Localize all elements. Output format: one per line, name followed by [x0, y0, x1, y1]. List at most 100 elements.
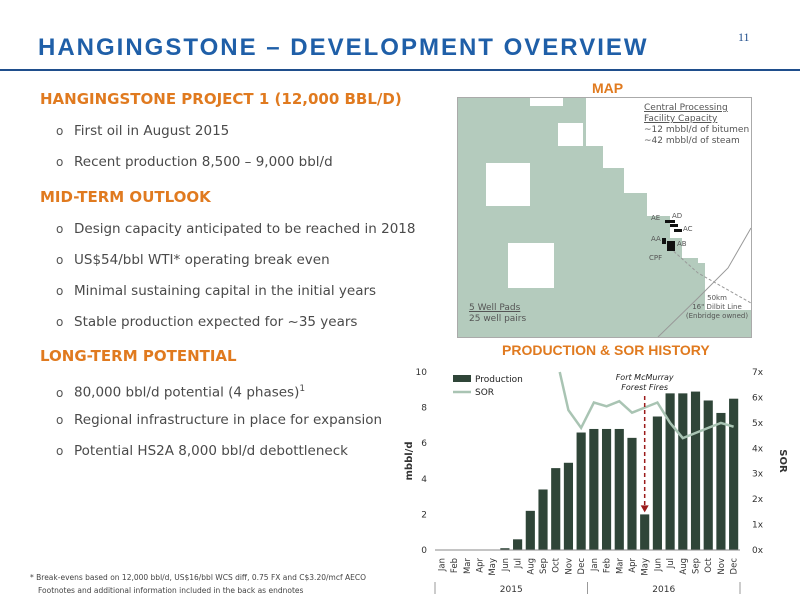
x-tick-label: May — [641, 558, 651, 576]
pipeline-owner: (Enbridge owned) — [685, 312, 749, 320]
cpf-building — [667, 241, 675, 251]
y2-axis-label: SOR — [777, 449, 788, 473]
production-bar — [627, 437, 637, 550]
list-item: o First oil in August 2015 — [56, 123, 230, 139]
list-item: o Regional infrastructure in place for ex… — [56, 412, 383, 428]
section-heading-longterm: LONG-TERM POTENTIAL — [40, 347, 237, 365]
production-bar — [551, 468, 561, 550]
x-tick-label: Jan — [437, 558, 447, 572]
x-tick-label: Jun — [653, 558, 663, 572]
pad-label-ad: AD — [672, 212, 683, 220]
x-tick-label: Feb — [450, 558, 460, 573]
y2-tick-label: 4x — [752, 444, 764, 454]
well-pad-ad — [670, 224, 678, 227]
cpf-capacity-steam: ~42 mbbl/d of steam — [644, 136, 740, 146]
section-heading-project: HANGINGSTONE PROJECT 1 (12,000 BBL/D) — [40, 90, 402, 108]
x-tick-label: Nov — [564, 558, 574, 575]
sor-line — [558, 371, 734, 440]
annotation-arrow-head — [640, 505, 649, 513]
y-tick-label: 10 — [416, 368, 428, 378]
x-tick-label: Sep — [539, 558, 549, 574]
legend-label-production: Production — [475, 375, 523, 385]
pad-label-ae: AE — [651, 214, 661, 222]
list-item: o US$54/bbl WTI* operating break even — [56, 252, 330, 268]
y2-tick-label: 0x — [752, 546, 764, 556]
x-tick-label: Jul — [666, 558, 676, 569]
production-bar — [538, 489, 548, 550]
x-tick-label: Jun — [501, 558, 511, 572]
footnote-breakeven: * Break-evens based on 12,000 bbl/d, US$… — [30, 573, 366, 582]
y-axis-label: mbbl/d — [404, 442, 415, 481]
page-number: 11 — [738, 30, 750, 44]
x-tick-label: Apr — [475, 558, 485, 573]
y-tick-label: 0 — [421, 546, 427, 556]
list-item: o Stable production expected for ~35 year… — [56, 314, 358, 330]
production-bar — [563, 462, 574, 550]
y-tick-label: 8 — [421, 404, 427, 414]
title-divider — [0, 69, 800, 71]
page-title: HANGINGSTONE – DEVELOPMENT OVERVIEW — [38, 34, 649, 61]
bullet-circle-icon: o — [56, 253, 64, 267]
production-bar — [576, 432, 586, 550]
pipeline-line-2 — [657, 227, 751, 337]
legend-swatch-production — [453, 375, 471, 382]
x-tick-label: Feb — [603, 558, 613, 573]
lease-block — [653, 258, 698, 300]
y2-tick-label: 1x — [752, 521, 764, 531]
production-bar — [614, 428, 624, 550]
bullet-list-midterm: o Design capacity anticipated to be reach… — [56, 220, 415, 344]
cpf-heading: Central Processing — [644, 103, 728, 113]
production-bar — [525, 510, 535, 550]
production-bar — [678, 393, 688, 550]
production-bar — [589, 428, 599, 550]
well-pads-heading: 5 Well Pads — [469, 303, 521, 313]
production-bar — [690, 391, 701, 550]
list-item: o 80,000 bbl/d potential (4 phases)1 — [56, 384, 306, 401]
production-bar — [703, 400, 713, 550]
x-tick-label: Aug — [526, 558, 536, 575]
footnote-ref: 1 — [299, 384, 306, 394]
year-label: 2015 — [500, 585, 523, 595]
y2-tick-label: 5x — [752, 419, 764, 429]
cpf-label: CPF — [649, 254, 663, 262]
x-tick-label: Dec — [577, 558, 587, 575]
annotation-label: Forest Fires — [621, 383, 668, 392]
well-pad-aa — [662, 238, 666, 244]
list-item: o Minimal sustaining capital in the initi… — [56, 283, 377, 299]
cpf-capacity-bitumen: ~12 mbbl/d of bitumen — [644, 125, 750, 135]
pipeline-type: 16" Dilbit Line — [692, 303, 742, 311]
year-label: 2016 — [652, 585, 675, 595]
y2-tick-label: 2x — [752, 495, 764, 505]
bullet-circle-icon: o — [56, 124, 64, 138]
bullet-circle-icon: o — [56, 315, 64, 329]
bullet-circle-icon: o — [56, 385, 64, 400]
y2-tick-label: 3x — [752, 470, 764, 480]
y-tick-label: 6 — [421, 439, 427, 449]
bullet-list-project: o First oil in August 2015 o Recent produc… — [56, 122, 333, 184]
x-tick-label: Jan — [590, 558, 600, 572]
production-bar — [716, 412, 726, 550]
x-tick-label: Aug — [679, 558, 689, 575]
pad-label-ab: AB — [677, 240, 687, 248]
x-tick-label: Sep — [692, 558, 702, 574]
legend-label-sor: SOR — [475, 388, 494, 398]
x-tick-label: Oct — [552, 557, 562, 572]
bullet-circle-icon: o — [56, 222, 64, 236]
y-tick-label: 4 — [421, 475, 427, 485]
production-bar — [665, 393, 675, 550]
production-bar — [652, 416, 662, 550]
x-tick-label: Mar — [615, 558, 625, 575]
y2-tick-label: 7x — [752, 368, 764, 378]
y2-tick-label: 6x — [752, 393, 764, 403]
x-tick-label: Apr — [628, 558, 638, 573]
bullet-circle-icon: o — [56, 444, 64, 458]
well-pad-ac — [674, 229, 682, 232]
x-tick-label: Oct — [704, 557, 714, 572]
x-tick-label: Dec — [730, 558, 740, 575]
production-bar — [500, 548, 510, 550]
bullet-circle-icon: o — [56, 413, 64, 427]
y-tick-label: 2 — [421, 510, 427, 520]
map-title: MAP — [592, 80, 624, 96]
list-item: o Potential HS2A 8,000 bbl/d debottleneck — [56, 443, 348, 459]
